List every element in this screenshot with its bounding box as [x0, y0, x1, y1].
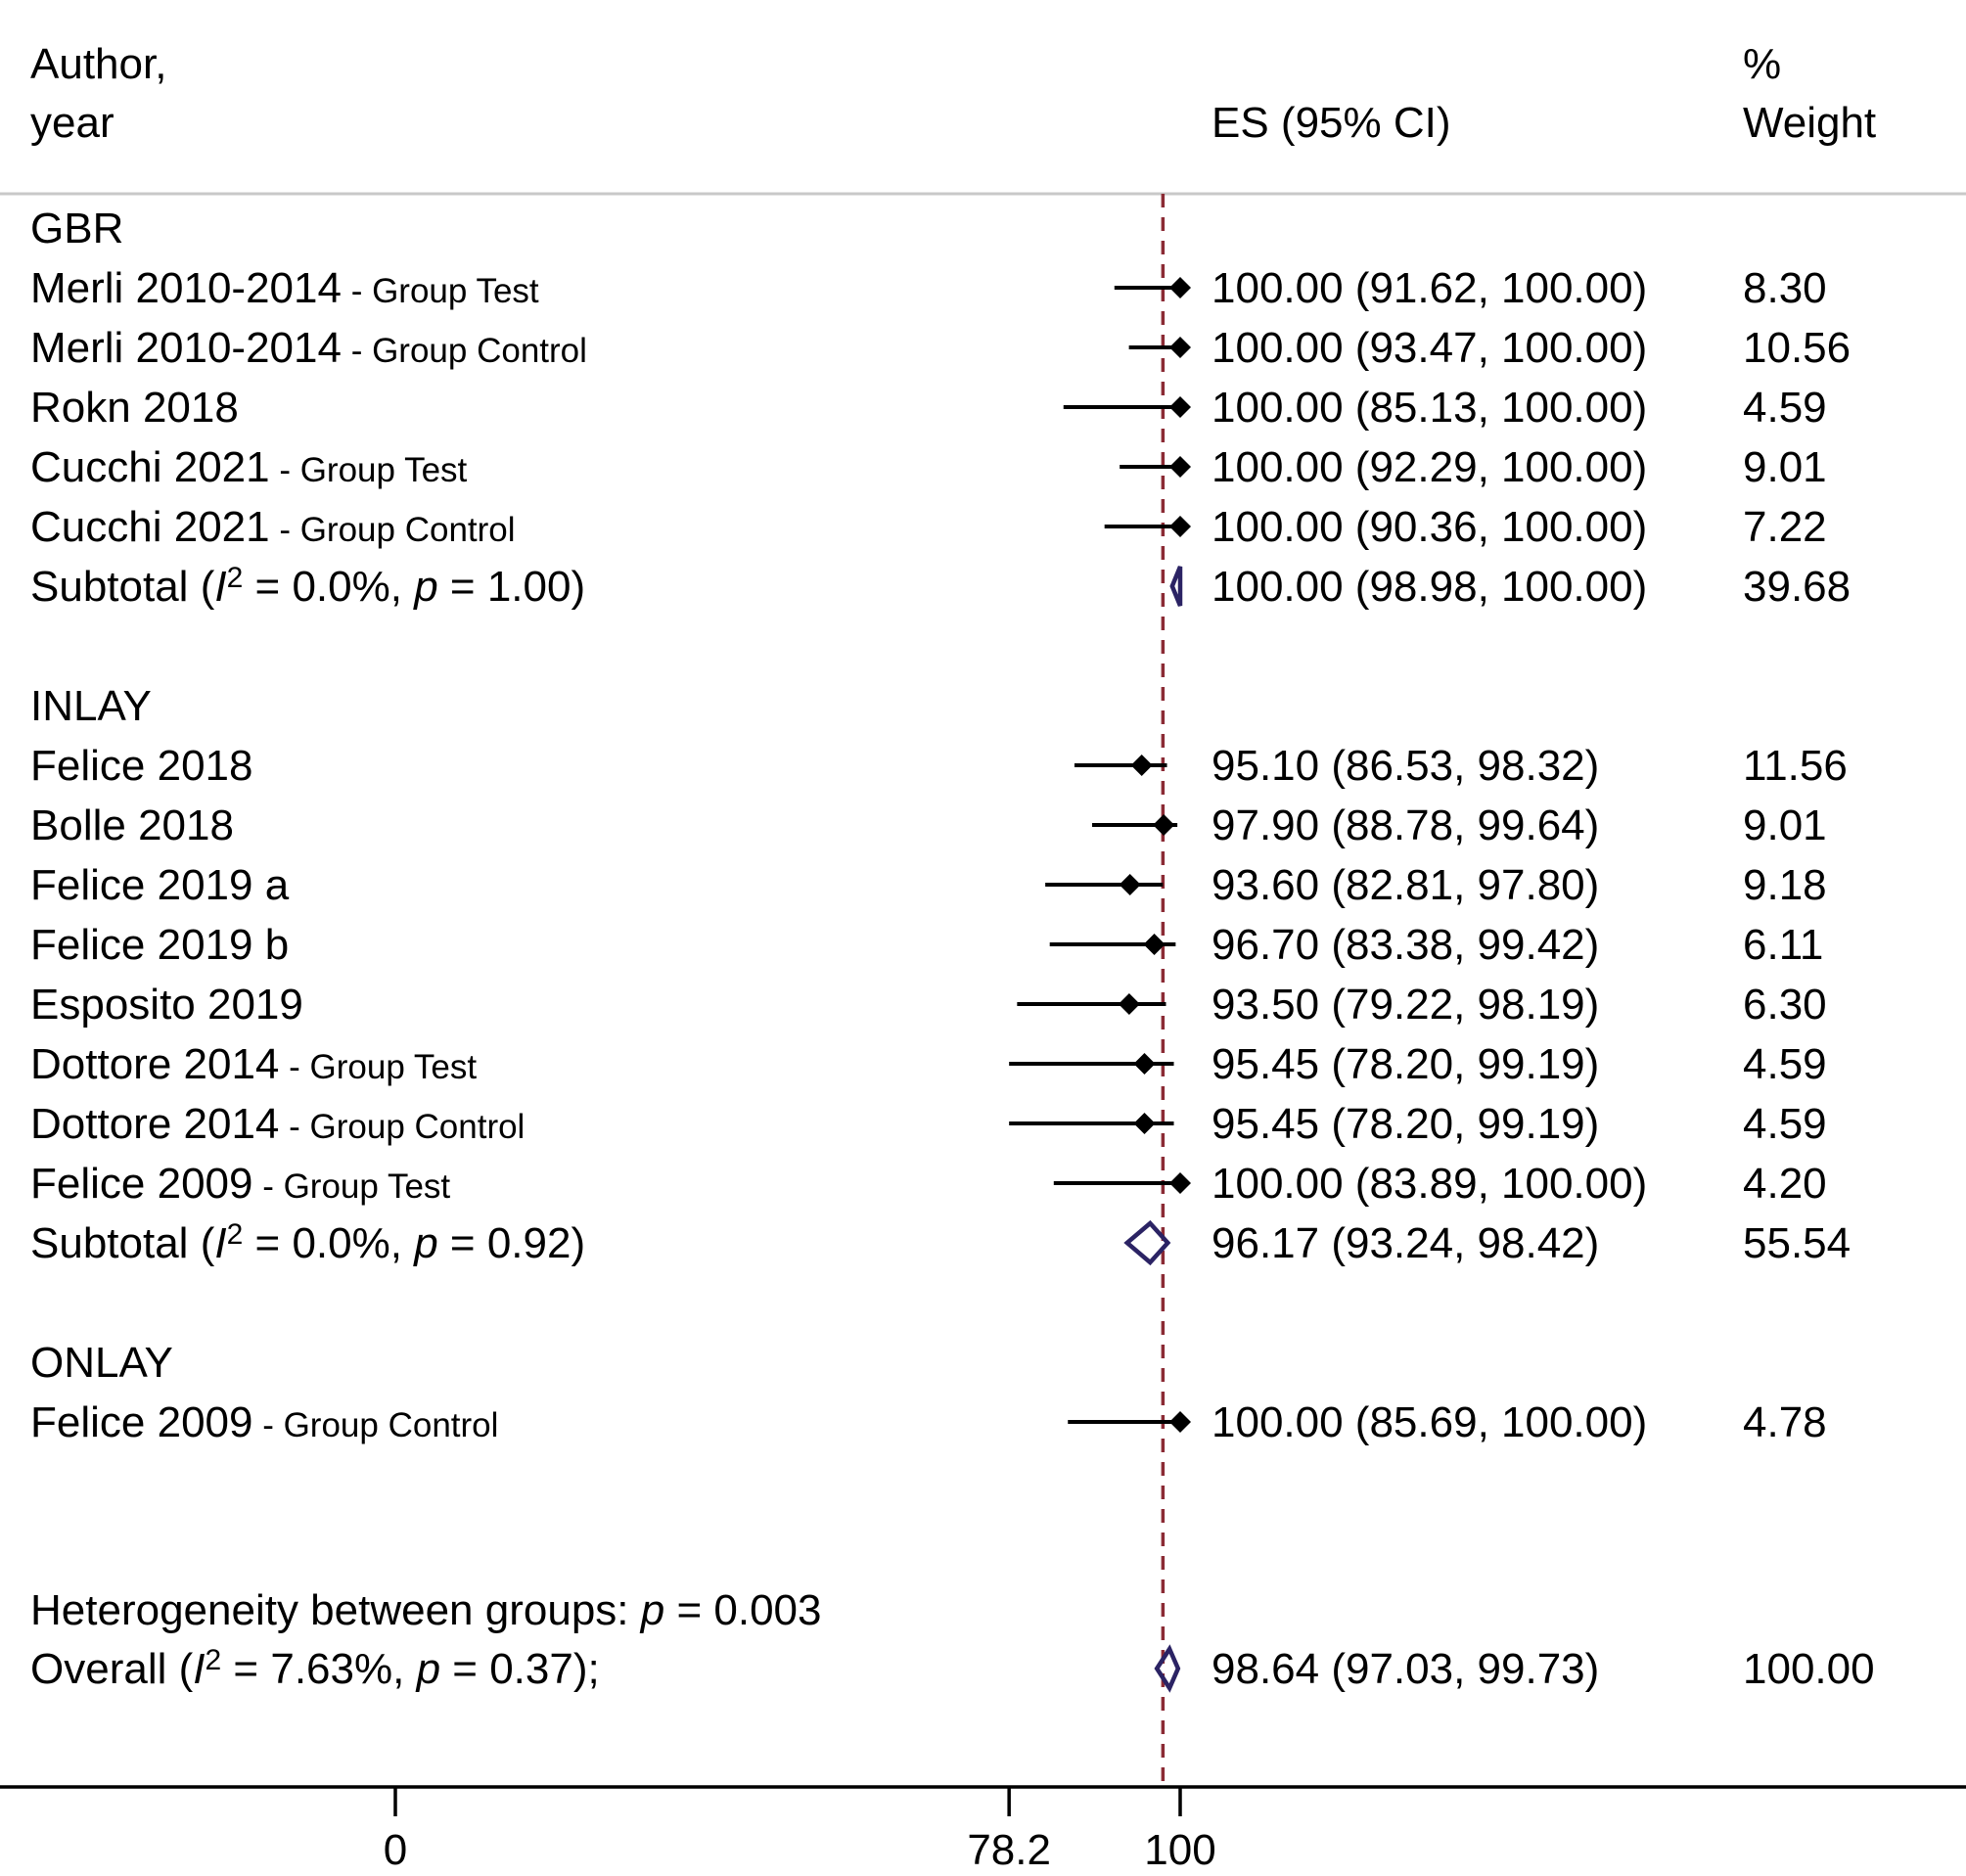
point-estimate	[1169, 337, 1191, 358]
weight-value: 4.78	[1743, 1398, 1827, 1446]
group-heading: ONLAY	[30, 1339, 173, 1387]
weight-value: 55.54	[1743, 1219, 1851, 1267]
header-weight-percent: %	[1743, 40, 1781, 88]
es-ci-value: 93.50 (79.22, 98.19)	[1212, 981, 1599, 1029]
study-label: Bolle 2018	[30, 801, 234, 849]
es-ci-value: 95.45 (78.20, 99.19)	[1212, 1100, 1599, 1148]
x-tick-label: 0	[384, 1826, 407, 1874]
study-label: Cucchi 2021 - Group Test	[30, 443, 468, 491]
point-estimate	[1169, 1172, 1191, 1194]
overall-label: Overall (I2 = 7.63%, p = 0.37);	[30, 1644, 600, 1693]
x-tick-label: 78.2	[967, 1826, 1051, 1874]
header-es-ci: ES (95% CI)	[1212, 99, 1451, 147]
plot-layer	[1009, 194, 1191, 1787]
subtotal-diamond	[1169, 566, 1183, 607]
weight-value: 100.00	[1743, 1645, 1875, 1693]
group-heading: GBR	[30, 205, 123, 252]
subtotal-label: Subtotal (I2 = 0.0%, p = 0.92)	[30, 1218, 585, 1267]
point-estimate	[1130, 755, 1153, 776]
point-estimate	[1169, 516, 1191, 537]
header-year: year	[30, 99, 114, 147]
weight-value: 10.56	[1743, 324, 1851, 372]
study-label: Cucchi 2021 - Group Control	[30, 503, 516, 551]
column-headers: Author, year ES (95% CI) % Weight	[30, 40, 1876, 147]
study-label: Felice 2009 - Group Test	[30, 1160, 450, 1208]
study-label: Esposito 2019	[30, 981, 303, 1029]
study-label: Dottore 2014 - Group Test	[30, 1040, 477, 1088]
study-label: Rokn 2018	[30, 384, 239, 432]
point-estimate	[1143, 934, 1166, 955]
header-weight: Weight	[1743, 99, 1876, 147]
weight-value: 4.59	[1743, 1040, 1827, 1088]
point-estimate	[1119, 874, 1141, 895]
x-tick-label: 100	[1144, 1826, 1215, 1874]
es-ci-value: 97.90 (88.78, 99.64)	[1212, 801, 1599, 849]
weight-value: 6.30	[1743, 981, 1827, 1029]
es-ci-value: 100.00 (85.13, 100.00)	[1212, 384, 1647, 432]
point-estimate	[1133, 1053, 1156, 1075]
subtotal-label: Subtotal (I2 = 0.0%, p = 1.00)	[30, 562, 585, 611]
es-ci-value: 100.00 (90.36, 100.00)	[1212, 503, 1647, 551]
study-label: Merli 2010-2014 - Group Test	[30, 264, 539, 312]
weight-value: 4.59	[1743, 1100, 1827, 1148]
es-ci-value: 95.45 (78.20, 99.19)	[1212, 1040, 1599, 1088]
point-estimate	[1169, 456, 1191, 478]
weight-value: 4.59	[1743, 384, 1827, 432]
point-estimate	[1169, 396, 1191, 418]
es-ci-value: 100.00 (92.29, 100.00)	[1212, 443, 1647, 491]
weight-value: 11.56	[1743, 742, 1848, 790]
weight-value: 9.01	[1743, 443, 1827, 491]
point-estimate	[1118, 993, 1140, 1015]
study-label: Felice 2019 b	[30, 921, 289, 969]
weight-value: 6.11	[1743, 921, 1823, 969]
weight-value: 9.01	[1743, 801, 1827, 849]
es-ci-value: 96.70 (83.38, 99.42)	[1212, 921, 1599, 969]
es-ci-value: 100.00 (98.98, 100.00)	[1212, 563, 1647, 611]
point-estimate	[1169, 1411, 1191, 1433]
study-label: Felice 2019 a	[30, 861, 290, 909]
es-ci-value: 93.60 (82.81, 97.80)	[1212, 861, 1599, 909]
weight-value: 9.18	[1743, 861, 1827, 909]
study-label: Dottore 2014 - Group Control	[30, 1100, 525, 1148]
es-ci-value: 100.00 (91.62, 100.00)	[1212, 264, 1647, 312]
rows-layer: GBR Merli 2010-2014 - Group Test 100.00 (9…	[30, 205, 1875, 1693]
weight-value: 8.30	[1743, 264, 1827, 312]
x-axis: 0 78.2 100	[0, 1785, 1966, 1874]
study-label: Felice 2009 - Group Control	[30, 1398, 498, 1446]
es-ci-value: 100.00 (85.69, 100.00)	[1212, 1398, 1647, 1446]
group-heading: INLAY	[30, 682, 152, 730]
heterogeneity-label: Heterogeneity between groups: p = 0.003	[30, 1586, 822, 1634]
point-estimate	[1133, 1113, 1156, 1134]
point-estimate	[1169, 277, 1191, 298]
header-author: Author,	[30, 40, 166, 88]
weight-value: 7.22	[1743, 503, 1827, 551]
weight-value: 4.20	[1743, 1160, 1827, 1208]
subtotal-diamond	[1123, 1219, 1171, 1266]
study-label: Felice 2018	[30, 742, 252, 790]
weight-value: 39.68	[1743, 563, 1851, 611]
point-estimate	[1153, 814, 1175, 836]
es-ci-value: 98.64 (97.03, 99.73)	[1212, 1645, 1599, 1693]
es-ci-value: 95.10 (86.53, 98.32)	[1212, 742, 1599, 790]
es-ci-value: 100.00 (83.89, 100.00)	[1212, 1160, 1647, 1208]
es-ci-value: 96.17 (93.24, 98.42)	[1212, 1219, 1599, 1267]
overall-diamond	[1154, 1644, 1181, 1693]
study-label: Merli 2010-2014 - Group Control	[30, 324, 587, 372]
es-ci-value: 100.00 (93.47, 100.00)	[1212, 324, 1647, 372]
